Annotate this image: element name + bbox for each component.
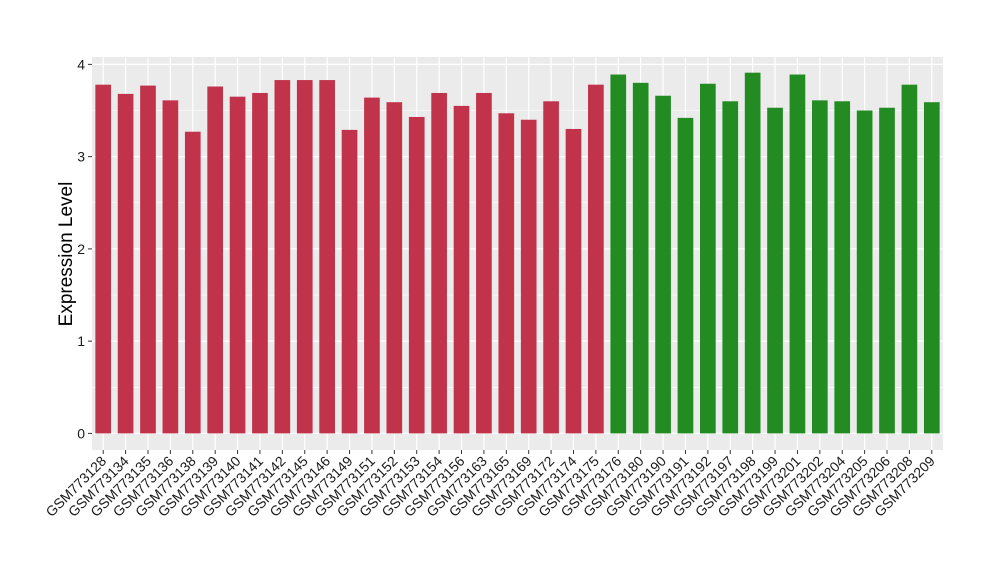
y-axis-title: Expression Level (56, 182, 77, 327)
y-tick-label: 3 (77, 149, 85, 165)
bar-GSM773174 (565, 128, 582, 434)
bar-GSM773165 (498, 113, 515, 434)
bar-GSM773128 (95, 84, 112, 434)
bar-GSM773209 (923, 102, 940, 434)
bar-GSM773190 (655, 95, 671, 434)
bar-GSM773136 (162, 100, 179, 434)
bar-GSM773172 (543, 101, 559, 434)
bar-GSM773134 (117, 93, 134, 434)
bar-GSM773149 (341, 129, 358, 434)
bar-GSM773169 (520, 119, 537, 434)
bar-GSM773146 (319, 80, 335, 434)
bar-GSM773153 (408, 116, 425, 434)
bar-GSM773204 (834, 101, 851, 434)
bar-GSM773142 (274, 80, 291, 434)
y-tick-label: 0 (77, 425, 85, 441)
bar-GSM773138 (184, 131, 201, 434)
bar-GSM773140 (229, 96, 246, 434)
bar-GSM773206 (879, 107, 895, 434)
bar-GSM773139 (207, 86, 224, 434)
bar-GSM773197 (722, 101, 739, 434)
bar-GSM773175 (588, 84, 604, 434)
bar-GSM773156 (453, 105, 470, 434)
bar-GSM773205 (856, 110, 873, 434)
bar-GSM773180 (632, 82, 649, 434)
y-tick-label: 4 (77, 56, 85, 72)
bar-GSM773199 (767, 107, 783, 434)
bar-GSM773145 (296, 80, 313, 434)
bars-group (95, 72, 940, 434)
bar-GSM773141 (252, 92, 268, 434)
y-tick-label: 2 (77, 241, 85, 257)
x-axis: GSM773128GSM773134GSM773135GSM773136GSM7… (42, 450, 938, 520)
bar-GSM773198 (744, 72, 761, 434)
bar-GSM773192 (700, 83, 716, 434)
bar-GSM773163 (476, 92, 492, 434)
bar-GSM773202 (811, 100, 828, 434)
bar-GSM773191 (677, 117, 694, 434)
bar-GSM773152 (386, 102, 403, 434)
bar-GSM773154 (431, 92, 447, 434)
bar-GSM773151 (364, 97, 380, 434)
bar-GSM773208 (901, 84, 918, 434)
bar-GSM773201 (789, 74, 806, 434)
y-tick-label: 1 (77, 333, 85, 349)
bar-GSM773135 (140, 85, 156, 434)
bar-GSM773176 (610, 74, 627, 434)
y-axis: 0 1 2 3 4 (77, 56, 92, 441)
